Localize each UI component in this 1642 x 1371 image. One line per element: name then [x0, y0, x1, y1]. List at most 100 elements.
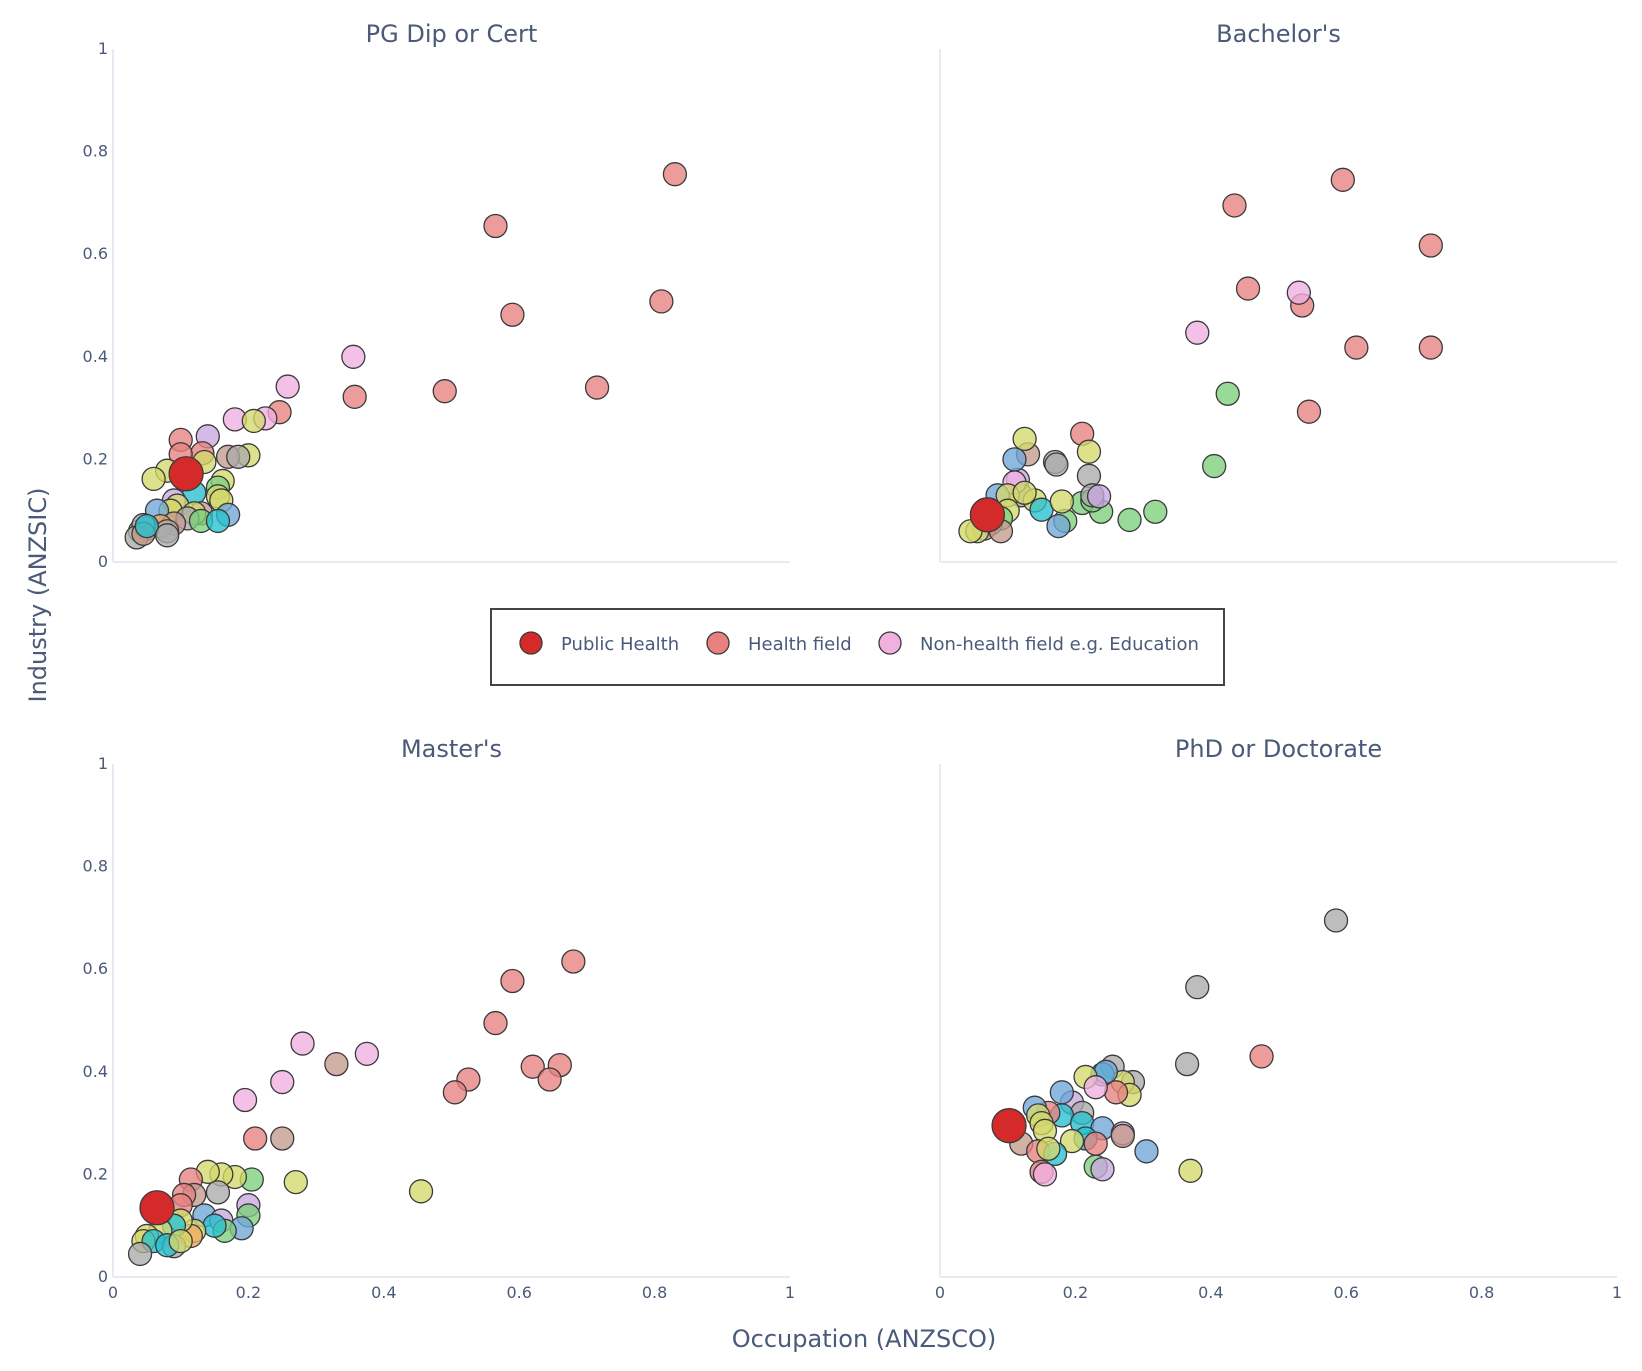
- data-point-yellow: [1059, 1128, 1085, 1154]
- y-tick-label: 0.6: [83, 244, 108, 263]
- data-point-yellow: [168, 1228, 193, 1254]
- x-tick-label: 0.4: [1198, 1283, 1223, 1302]
- data-point-gray: [1185, 975, 1210, 1000]
- y-tick-label: 0.4: [83, 347, 108, 366]
- data-point-nonhealth: [232, 1087, 258, 1113]
- data-point-blue: [1049, 1080, 1075, 1105]
- data-point-brown: [324, 1051, 349, 1077]
- y-tick-label: 1: [98, 39, 108, 58]
- data-point-gray: [127, 1241, 153, 1267]
- data-point-yellow: [1049, 489, 1075, 514]
- data-point-gray: [155, 523, 180, 548]
- y-tick-label: 0.4: [83, 1062, 108, 1081]
- data-point-health: [1296, 399, 1322, 424]
- data-point-health: [432, 379, 457, 404]
- x-tick-label: 0.8: [1469, 1283, 1494, 1302]
- data-point-health: [584, 375, 610, 400]
- data-point-health: [662, 162, 688, 187]
- panel-phd-or-doctorate: PhD or Doctorate 0 0.2 0.4 0.6 0.8 1: [935, 735, 1622, 1302]
- data-point-yellow: [141, 466, 166, 492]
- data-point-nonhealth: [290, 1031, 315, 1056]
- data-point-brown: [1110, 1123, 1135, 1149]
- x-tick-label: 0: [935, 1283, 945, 1302]
- data-point-health: [520, 1054, 545, 1079]
- x-tick-label: 0.2: [1063, 1283, 1088, 1302]
- x-tick-label: 0: [108, 1283, 118, 1302]
- data-point-public-health: [168, 456, 204, 492]
- panel-pg-dip-or-cert: PG Dip or Cert 0 0.2 0.4 0.6 0.8 1: [83, 20, 790, 571]
- data-point-cyan: [205, 508, 231, 534]
- data-point-nonhealth: [1083, 1075, 1108, 1100]
- data-point-health: [1418, 233, 1443, 258]
- data-point-nonhealth: [1032, 1162, 1058, 1187]
- data-point-green: [1215, 381, 1240, 406]
- x-tick-label: 0.6: [1333, 1283, 1358, 1302]
- data-point-health: [483, 1010, 508, 1036]
- data-point-nonhealth: [1185, 320, 1210, 345]
- data-point-health: [1418, 335, 1443, 360]
- data-point-green: [1117, 507, 1142, 533]
- data-point-health: [500, 302, 525, 327]
- data-point-yellow: [1036, 1136, 1061, 1161]
- x-tick-label: 0.2: [236, 1283, 261, 1302]
- data-point-public-health: [969, 497, 1006, 533]
- data-point-health: [243, 1126, 268, 1151]
- data-point-brown: [270, 1126, 295, 1151]
- data-point-green: [1143, 499, 1168, 524]
- data-point-health: [1083, 1131, 1108, 1156]
- data-point-health: [342, 384, 367, 409]
- x-axis-label: Occupation (ANZSCO): [732, 1325, 996, 1353]
- legend-box: [490, 608, 1225, 686]
- panel-master-s: Master's 0 0.2 0.4 0.6 0.8 1 0 0.2 0.4 0.6 0.8 1: [83, 735, 796, 1302]
- data-point-health: [442, 1080, 468, 1105]
- data-point-yellow: [408, 1179, 434, 1204]
- data-point-purple: [1086, 484, 1112, 509]
- data-point-nonhealth: [270, 1069, 295, 1095]
- x-tick-label: 1: [1612, 1283, 1622, 1302]
- data-point-cyan: [1029, 497, 1054, 522]
- y-tick-label: 0.2: [83, 1164, 108, 1183]
- x-tick-label: 0.4: [371, 1283, 396, 1302]
- y-tick-label: 0.2: [83, 449, 108, 468]
- x-tick-label: 1: [785, 1283, 795, 1302]
- data-point-health: [1344, 335, 1369, 360]
- data-point-health: [1330, 167, 1355, 192]
- data-point-yellow: [1076, 439, 1102, 464]
- data-point-health: [561, 949, 586, 974]
- panel-title: Bachelor's: [1216, 20, 1341, 48]
- data-point-yellow: [283, 1169, 308, 1195]
- data-point-gray: [1323, 908, 1349, 933]
- y-tick-label: 0: [98, 552, 108, 571]
- legend-public-health-label: Public Health: [561, 634, 679, 655]
- y-tick-label: 0.8: [83, 142, 108, 161]
- data-point-blue: [1046, 513, 1071, 539]
- data-point-gray: [1174, 1051, 1200, 1077]
- data-point-yellow: [1012, 480, 1037, 505]
- panel-bachelor-s: Bachelor's: [939, 20, 1617, 563]
- data-point-nonhealth: [354, 1041, 380, 1066]
- data-point-health: [500, 968, 525, 994]
- data-point-public-health: [139, 1190, 175, 1226]
- data-point-cyan: [134, 513, 160, 539]
- data-point-blue: [1134, 1139, 1159, 1164]
- x-tick-label: 0.8: [642, 1283, 667, 1302]
- data-point-purple: [1090, 1157, 1115, 1182]
- data-point-public-health: [991, 1108, 1027, 1144]
- y-axis-label: Industry (ANZSIC): [24, 488, 52, 703]
- panel-title: PG Dip or Cert: [366, 20, 538, 48]
- legend-health-field-label: Health field: [748, 634, 852, 655]
- data-point-nonhealth: [275, 374, 300, 399]
- data-point-health: [537, 1067, 562, 1092]
- data-point-health: [483, 213, 508, 239]
- data-point-cyan: [202, 1213, 227, 1238]
- panel-title: PhD or Doctorate: [1175, 735, 1382, 763]
- data-point-gray: [205, 1180, 231, 1205]
- data-point-health: [1235, 276, 1261, 301]
- data-point-nonhealth: [1286, 280, 1311, 305]
- y-tick-label: 0.6: [83, 959, 108, 978]
- panel-title: Master's: [401, 735, 502, 763]
- data-point-green: [1202, 453, 1227, 479]
- data-point-gray: [1044, 452, 1069, 477]
- x-tick-label: 0.6: [506, 1283, 531, 1302]
